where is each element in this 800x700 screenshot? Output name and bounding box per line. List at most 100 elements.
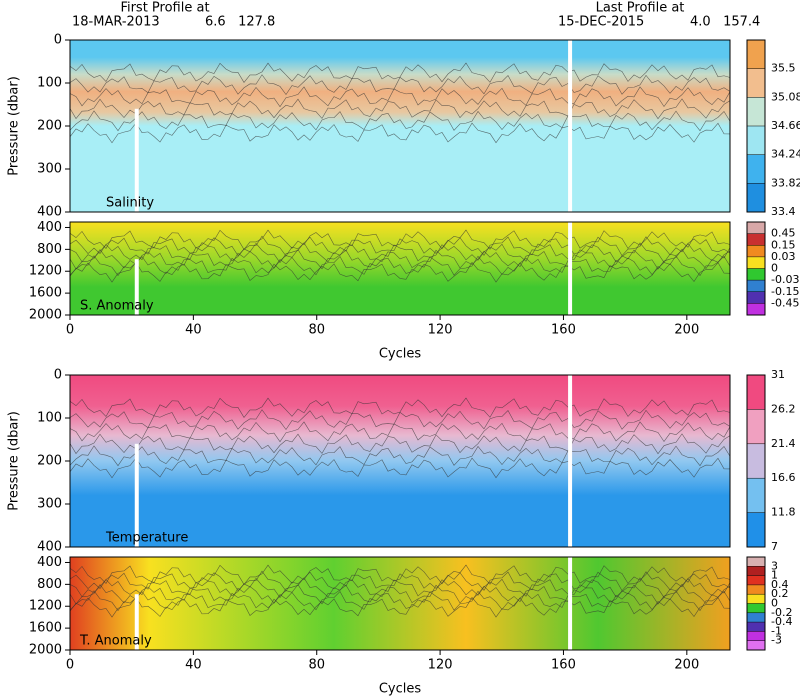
panel-label: T. Anomaly [79,634,152,649]
colorbar-label: 0.03 [771,250,796,263]
colorbar-segment [747,584,765,595]
data-gap [568,557,573,650]
last-label: Last Profile at [596,1,685,16]
colorbar-segment [747,256,765,269]
colorbar-segment [747,97,765,126]
colorbar-segment [747,566,765,576]
colorbar-segment [747,40,765,69]
y-tick-label: 400 [37,220,62,235]
frame [69,556,731,651]
colorbar-segment [747,280,765,292]
y-tick-label: 800 [37,577,62,592]
data-gap [568,222,573,315]
contour [69,445,731,467]
contour [69,409,731,431]
contour [69,110,731,132]
colorbar-frame [746,39,766,213]
colorbar-segment [747,375,765,410]
contour [69,570,731,592]
colorbar-segment [747,233,765,246]
y-tick-label: 1600 [29,286,62,301]
y-tick-label: 2000 [29,643,62,658]
colorbar-segment [747,245,765,257]
contour [69,590,731,612]
first-date: 18-MAR-2013 [72,15,160,30]
colorbar-label: 0 [771,597,778,610]
y-axis-label: Pressure (dbar) [7,76,22,176]
y-tick-label: 100 [37,76,62,91]
colorbar-segment [747,291,765,304]
colorbar-label: 33.4 [771,205,796,218]
colorbar-segment [747,303,765,315]
contour [69,229,731,250]
y-tick-label: 100 [37,411,62,426]
colorbar-segment [747,575,765,585]
first-label: First Profile at [120,1,209,16]
colorbar-label: 21.4 [771,437,796,450]
y-tick-label: 400 [37,540,62,555]
y-tick-label: 400 [37,555,62,570]
colorbar-label: 35.08 [771,90,800,103]
contour [69,122,731,144]
colorbar-segment [747,409,765,444]
y-tick-label: 300 [37,162,62,177]
contour [69,261,731,283]
colorbar-label: -0.2 [771,606,792,619]
colorbar-label: 33.82 [771,176,800,189]
x-tick-label: 120 [428,658,453,673]
field [70,375,730,547]
colorbar-segment [747,154,765,184]
last-date: 15-DEC-2015 [558,15,644,30]
data-gap [134,108,139,212]
panel-label: Salinity [106,196,154,211]
colorbar-label: 7 [771,540,778,553]
x-tick-label: 120 [428,323,453,338]
contour [69,74,731,96]
x-tick-label: 160 [551,658,576,673]
data-gap [134,594,139,650]
last-pos: 4.0 157.4 [690,15,760,30]
colorbar-label: 1 [771,569,778,582]
colorbar-segment [747,603,765,613]
colorbar-label: 26.2 [771,402,796,415]
colorbar-label: 34.24 [771,148,800,161]
x-tick-label: 40 [185,323,202,338]
x-axis-label: Cycles [379,682,422,697]
frame [69,221,731,316]
y-axis-label: Pressure (dbar) [7,411,22,511]
colorbar-label: 11.8 [771,506,796,519]
contour [69,255,731,277]
contour [69,248,731,270]
data-gap [568,375,573,547]
contour [69,421,731,443]
colorbar-segment [747,512,765,547]
y-tick-label: 400 [37,205,62,220]
colorbar-label: 0.2 [771,587,789,600]
first-pos: 6.6 127.8 [205,15,275,30]
panel-label: S. Anomaly [80,299,154,314]
y-tick-label: 1200 [29,264,62,279]
x-axis-label: Cycles [379,347,422,362]
colorbar-label: -1 [771,624,782,637]
colorbar-label: 16.6 [771,471,796,484]
colorbar-segment [747,640,765,650]
y-tick-label: 200 [37,454,62,469]
colorbar-segment [747,631,765,641]
x-tick-label: 0 [66,323,74,338]
contour [69,86,731,108]
contour [69,457,731,479]
colorbar-label: 0.4 [771,578,789,591]
y-tick-label: 2000 [29,308,62,323]
contour [69,433,731,455]
contour [69,397,731,418]
colorbar-label: 0.45 [771,227,796,240]
data-gap [134,259,139,315]
y-tick-label: 300 [37,497,62,512]
y-tick-label: 0 [54,33,62,48]
x-tick-label: 0 [66,658,74,673]
colorbar-label: -0.45 [771,296,799,309]
colorbar-segment [747,622,765,632]
colorbar-segment [747,68,765,98]
colorbar-frame [746,556,766,651]
